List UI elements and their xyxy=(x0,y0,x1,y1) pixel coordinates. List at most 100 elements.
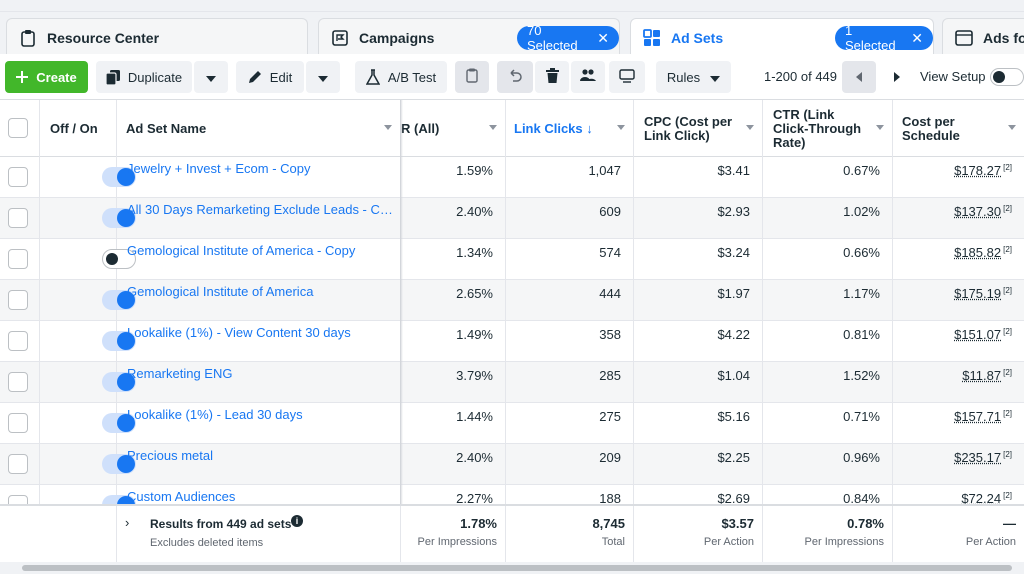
row-checkbox[interactable] xyxy=(8,290,28,310)
row-checkbox[interactable] xyxy=(8,413,28,433)
ad-set-name-link[interactable]: Gemological Institute of America - Copy xyxy=(117,239,401,280)
edit-dropdown-button[interactable] xyxy=(306,61,340,93)
cell-cost-per: $185.82 [2] xyxy=(893,239,1024,280)
sort-caret-icon[interactable] xyxy=(617,125,625,130)
table-row[interactable]: All 30 Days Remarketing Exclude Leads - … xyxy=(0,198,1024,239)
row-checkbox[interactable] xyxy=(8,167,28,187)
table-row[interactable]: Lookalike (1%) - View Content 30 days 1.4… xyxy=(0,321,1024,362)
campaigns-selected-badge[interactable]: 70 Selected ✕ xyxy=(517,26,619,50)
ad-set-name-link[interactable]: Lookalike (1%) - Lead 30 days xyxy=(117,403,401,444)
scrollbar-thumb[interactable] xyxy=(22,565,1012,571)
toolbar: Create Duplicate Edit A/B Test R xyxy=(0,54,1024,100)
header-label: Ad Set Name xyxy=(126,121,206,136)
header-ctr-all[interactable]: R (All) xyxy=(401,100,506,157)
frozen-column-divider xyxy=(400,100,403,562)
header-label: R (All) xyxy=(401,121,439,136)
cell-clicks: 444 xyxy=(506,280,634,321)
info-icon[interactable]: i xyxy=(291,515,303,527)
header-label: CPC (Cost per Link Click) xyxy=(644,115,732,143)
duplicate-button[interactable]: Duplicate xyxy=(96,61,192,93)
sort-caret-icon[interactable] xyxy=(384,125,392,130)
rules-button[interactable]: Rules xyxy=(656,61,731,93)
cost-value[interactable]: $175.19 xyxy=(954,286,1001,301)
tab-campaigns[interactable]: Campaigns 70 Selected ✕ xyxy=(318,18,620,56)
close-icon[interactable]: ✕ xyxy=(911,30,923,47)
footer-value: $3.57 xyxy=(721,516,754,531)
audience-button[interactable] xyxy=(571,61,605,93)
sort-caret-icon[interactable] xyxy=(746,125,754,130)
header-ctr-link[interactable]: CTR (Link Click-Through Rate) xyxy=(763,100,893,157)
footer-sub: Per Impressions xyxy=(418,536,497,548)
row-checkbox[interactable] xyxy=(8,331,28,351)
level-tabs: Resource Center Campaigns 70 Selected ✕ … xyxy=(0,12,1024,54)
cost-value[interactable]: $151.07 xyxy=(954,327,1001,342)
cost-value[interactable]: $11.87 xyxy=(962,368,1001,383)
cost-value[interactable]: $185.82 xyxy=(954,245,1001,260)
cost-value[interactable]: $137.30 xyxy=(954,204,1001,219)
header-off-on[interactable]: Off / On xyxy=(40,100,117,157)
ad-set-name-link[interactable]: Jewelry + Invest + Ecom - Copy xyxy=(117,157,401,198)
tab-ads[interactable]: Ads for xyxy=(942,18,1024,56)
sort-caret-icon[interactable] xyxy=(1008,125,1016,130)
cell-cpc: $4.22 xyxy=(634,321,763,362)
tab-ad-sets[interactable]: Ad Sets 1 Selected ✕ xyxy=(630,18,934,56)
footer-value: 8,745 xyxy=(592,516,625,531)
footnote-marker: [2] xyxy=(1003,286,1012,295)
row-checkbox[interactable] xyxy=(8,372,28,392)
select-all-checkbox[interactable] xyxy=(8,118,28,138)
cell-cost-per: $11.87 [2] xyxy=(893,362,1024,403)
plus-icon xyxy=(16,71,28,83)
preview-button[interactable] xyxy=(609,61,645,93)
cell-cpc: $2.93 xyxy=(634,198,763,239)
undo-button[interactable] xyxy=(497,61,533,93)
preview-icon xyxy=(619,69,635,86)
cell-cpc: $2.25 xyxy=(634,444,763,485)
chevron-right-icon xyxy=(894,70,900,85)
header-label: Cost per Schedule xyxy=(902,115,960,143)
close-icon[interactable]: ✕ xyxy=(597,30,609,47)
footer-title-cell[interactable]: › Results from 449 ad sets i Excludes de… xyxy=(117,506,401,562)
view-setup-toggle[interactable] xyxy=(990,68,1024,86)
edit-button[interactable]: Edit xyxy=(236,61,304,93)
table-row[interactable]: Remarketing ENG 3.79% 285 $1.04 1.52% $11.87[… xyxy=(0,362,1024,403)
horizontal-scrollbar[interactable] xyxy=(0,562,1024,574)
header-cpc[interactable]: CPC (Cost per Link Click) xyxy=(634,100,763,157)
row-select-cell xyxy=(0,239,40,280)
chevron-right-icon[interactable]: › xyxy=(125,515,129,530)
table-row[interactable]: Lookalike (1%) - Lead 30 days 1.44% 275 $5.… xyxy=(0,403,1024,444)
sort-caret-icon[interactable] xyxy=(876,125,884,130)
sort-caret-icon[interactable] xyxy=(489,125,497,130)
next-page-button[interactable] xyxy=(880,61,914,93)
row-checkbox[interactable] xyxy=(8,454,28,474)
table-row[interactable]: Precious metal 2.40% 209 $2.25 0.96% $235.17[… xyxy=(0,444,1024,485)
adsets-selected-badge[interactable]: 1 Selected ✕ xyxy=(835,26,933,50)
create-button[interactable]: Create xyxy=(5,61,88,93)
header-cost-per[interactable]: Cost per Schedule xyxy=(893,100,1024,157)
cost-value[interactable]: $235.17 xyxy=(954,450,1001,465)
cost-value[interactable]: $157.71 xyxy=(954,409,1001,424)
cell-clicks: 275 xyxy=(506,403,634,444)
table-row[interactable]: Jewelry + Invest + Ecom - Copy 1.59% 1,047… xyxy=(0,157,1024,198)
ad-set-name-link[interactable]: All 30 Days Remarketing Exclude Leads - … xyxy=(117,198,401,239)
ab-test-button[interactable]: A/B Test xyxy=(355,61,447,93)
row-checkbox[interactable] xyxy=(8,208,28,228)
clipboard-button[interactable] xyxy=(455,61,489,93)
header-line: Click-Through xyxy=(773,121,861,136)
tab-resource-center[interactable]: Resource Center xyxy=(6,18,308,56)
header-line: CPC (Cost per xyxy=(644,114,732,129)
table-row[interactable]: Gemological Institute of America - Copy 1… xyxy=(0,239,1024,280)
ad-set-name-link[interactable]: Precious metal xyxy=(117,444,401,485)
previous-page-button[interactable] xyxy=(842,61,876,93)
duplicate-dropdown-button[interactable] xyxy=(194,61,228,93)
ad-set-name-link[interactable]: Remarketing ENG xyxy=(117,362,401,403)
ad-set-name-link[interactable]: Gemological Institute of America xyxy=(117,280,401,321)
header-link-clicks[interactable]: Link Clicks ↓ xyxy=(506,100,634,157)
delete-button[interactable] xyxy=(535,61,569,93)
footnote-marker: [2] xyxy=(1003,491,1012,500)
row-checkbox[interactable] xyxy=(8,249,28,269)
table-row[interactable]: Gemological Institute of America 2.65% 444… xyxy=(0,280,1024,321)
ad-set-name-link[interactable]: Lookalike (1%) - View Content 30 days xyxy=(117,321,401,362)
header-ad-set-name[interactable]: Ad Set Name xyxy=(117,100,401,157)
cell-cpc: $5.16 xyxy=(634,403,763,444)
cost-value[interactable]: $178.27 xyxy=(954,163,1001,178)
